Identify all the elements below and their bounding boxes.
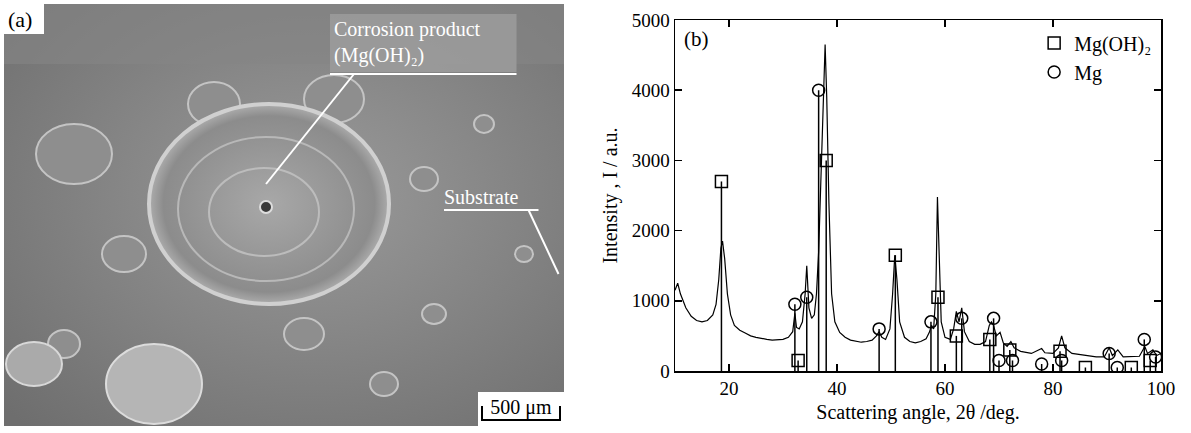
svg-text:40: 40 — [828, 378, 847, 399]
svg-text:5000: 5000 — [632, 10, 670, 31]
svg-text:(a): (a) — [8, 7, 32, 32]
svg-text:Corrosion product: Corrosion product — [334, 18, 481, 41]
svg-text:Substrate: Substrate — [444, 186, 519, 208]
svg-text:500 μm: 500 μm — [490, 396, 552, 419]
svg-text:20: 20 — [720, 378, 739, 399]
svg-text:Intensity , I / a.u.: Intensity , I / a.u. — [599, 127, 622, 263]
svg-text:3000: 3000 — [632, 150, 670, 171]
svg-text:Mg: Mg — [1074, 62, 1102, 85]
svg-text:Scattering angle, 2θ /deg.: Scattering angle, 2θ /deg. — [816, 401, 1019, 424]
svg-text:(Mg(OH)₂): (Mg(OH)₂) — [334, 44, 424, 67]
svg-text:(b): (b) — [684, 27, 709, 51]
svg-text:80: 80 — [1044, 378, 1063, 399]
svg-text:60: 60 — [936, 378, 955, 399]
svg-text:2000: 2000 — [632, 220, 670, 241]
svg-text:100: 100 — [1147, 378, 1176, 399]
svg-text:1000: 1000 — [632, 290, 670, 311]
svg-text:Mg(OH)₂: Mg(OH)₂ — [1074, 33, 1151, 56]
svg-text:0: 0 — [660, 361, 670, 382]
svg-text:4000: 4000 — [632, 80, 670, 101]
